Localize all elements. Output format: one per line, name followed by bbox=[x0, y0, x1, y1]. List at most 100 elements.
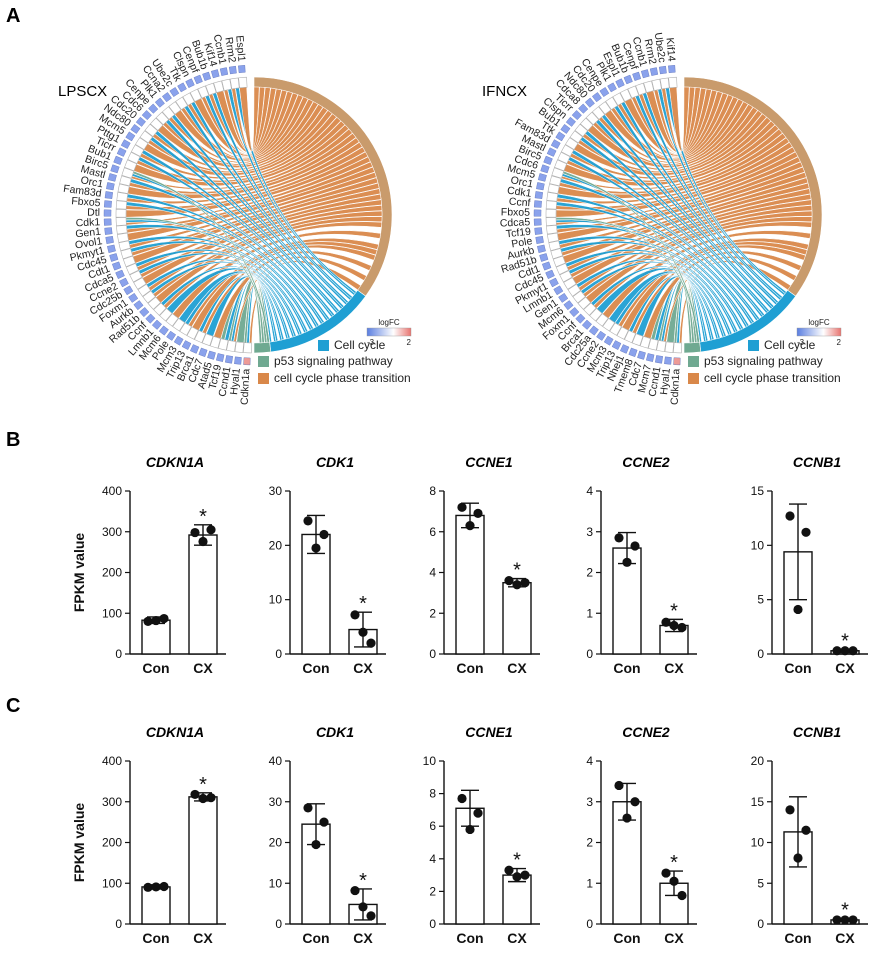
gene-arc bbox=[557, 151, 571, 164]
gene-node: Gen1 bbox=[75, 224, 128, 240]
category-label: CX bbox=[664, 930, 684, 946]
y-tick-label: 10 bbox=[751, 538, 765, 552]
gene-arc bbox=[201, 333, 214, 347]
gene-logfc-box bbox=[658, 65, 667, 75]
gene-logfc-box bbox=[135, 116, 146, 127]
chord-ribbon bbox=[212, 92, 353, 299]
gene-logfc-box bbox=[106, 182, 115, 191]
gene-logfc-box bbox=[103, 218, 112, 226]
gene-logfc-box bbox=[591, 92, 602, 103]
chord-ribbon bbox=[661, 86, 696, 152]
logfc-title: logFC bbox=[808, 318, 830, 327]
chord-ribbon bbox=[132, 182, 380, 264]
gene-arc bbox=[133, 277, 147, 290]
data-point bbox=[630, 797, 640, 807]
gene-node: Dtl bbox=[87, 207, 127, 219]
gene-arc bbox=[546, 224, 558, 235]
category-label: Con bbox=[613, 660, 640, 676]
gene-arc bbox=[602, 318, 616, 332]
gene-logfc-box bbox=[125, 131, 136, 142]
logfc-max: 2 bbox=[407, 338, 412, 347]
data-point bbox=[473, 808, 483, 818]
gene-arc bbox=[119, 175, 132, 187]
data-point bbox=[785, 805, 795, 815]
gene-arc bbox=[605, 96, 618, 111]
chord-title: LPSCX bbox=[58, 83, 107, 100]
data-point bbox=[198, 793, 208, 804]
data-point bbox=[303, 803, 313, 813]
gene-logfc-box bbox=[546, 147, 557, 157]
gene-logfc-box bbox=[133, 300, 144, 311]
gene-label: Ccnd1 bbox=[216, 366, 233, 398]
term-arc-p53 bbox=[683, 341, 702, 354]
gene-node: Cdk1 bbox=[75, 216, 127, 229]
data-point bbox=[350, 610, 360, 620]
chord-diagram-lpscx: LPSCXCdkn1aHyal1Ccnd1Tcf19Atad5Cdc7Brca1… bbox=[58, 33, 412, 405]
y-tick-label: 3 bbox=[586, 525, 593, 539]
chord-ribbon bbox=[133, 124, 349, 187]
category-label: CX bbox=[507, 660, 527, 676]
gene-arc bbox=[115, 217, 127, 226]
gene-arc bbox=[124, 159, 138, 172]
term-legend: Cell cycle p53 signaling pathway cell cycl… bbox=[688, 338, 841, 385]
data-point bbox=[151, 882, 161, 892]
bar-cx bbox=[502, 581, 532, 655]
y-tick-label: 4 bbox=[586, 754, 593, 768]
data-point bbox=[206, 793, 216, 803]
gene-label: Hyal1 bbox=[228, 367, 243, 395]
category-label: Con bbox=[456, 930, 483, 946]
y-tick-label: 100 bbox=[102, 876, 122, 890]
gene-logfc-box bbox=[664, 356, 672, 365]
panel-label-c: C bbox=[6, 695, 20, 717]
data-point bbox=[677, 622, 687, 633]
gene-arc bbox=[243, 342, 252, 354]
gene-arc bbox=[619, 88, 632, 102]
y-tick-label: 20 bbox=[269, 836, 283, 850]
y-tick-label: 15 bbox=[751, 484, 765, 498]
chord-ribbon bbox=[194, 91, 293, 157]
bar-con bbox=[301, 533, 331, 655]
gene-logfc-box bbox=[575, 313, 586, 324]
gene-logfc-box bbox=[558, 292, 569, 303]
bar-con bbox=[455, 514, 485, 655]
chart-title: CCNB1 bbox=[793, 724, 841, 740]
gene-arc bbox=[117, 183, 130, 194]
logfc-min: -3 bbox=[367, 338, 375, 347]
data-point bbox=[143, 616, 153, 627]
gene-arc bbox=[213, 80, 225, 93]
category-label: CX bbox=[835, 930, 855, 946]
gene-logfc-box bbox=[141, 110, 152, 121]
category-label: CX bbox=[507, 930, 527, 946]
data-point bbox=[319, 529, 329, 540]
y-tick-label: 10 bbox=[269, 876, 283, 890]
gene-logfc-box bbox=[645, 353, 655, 362]
gene-logfc-box bbox=[555, 131, 566, 142]
gene-logfc-box bbox=[637, 350, 646, 360]
gene-label: Orc1 bbox=[510, 174, 535, 190]
logfc-legend: logFC -3 2 bbox=[796, 318, 842, 347]
gene-arc bbox=[547, 183, 560, 194]
data-point bbox=[190, 527, 200, 538]
gene-logfc-box bbox=[219, 67, 229, 76]
chord-ribbon bbox=[562, 182, 810, 264]
chord-ribbons bbox=[555, 86, 813, 344]
chord-ribbon bbox=[178, 270, 291, 339]
gene-logfc-box bbox=[534, 191, 544, 199]
gene-logfc-box bbox=[116, 147, 127, 157]
gene-arc bbox=[583, 302, 597, 316]
y-tick-label: 8 bbox=[429, 484, 436, 498]
gene-logfc-box bbox=[224, 355, 233, 364]
chord-ribbon bbox=[669, 86, 690, 152]
y-tick-label: 200 bbox=[102, 836, 122, 850]
panel-label-b: B bbox=[6, 429, 20, 451]
chord-ribbon bbox=[135, 249, 309, 333]
gene-logfc-box bbox=[649, 67, 659, 76]
chart-b-ccnb1: CCNB1 0 5 10 15 Con CX * bbox=[751, 454, 868, 676]
gene-node: Orc1 bbox=[80, 174, 130, 194]
category-label: CX bbox=[664, 660, 684, 676]
legend-label: cell cycle phase transition bbox=[704, 371, 841, 385]
y-tick-label: 4 bbox=[429, 566, 436, 580]
gene-arc bbox=[205, 82, 217, 96]
